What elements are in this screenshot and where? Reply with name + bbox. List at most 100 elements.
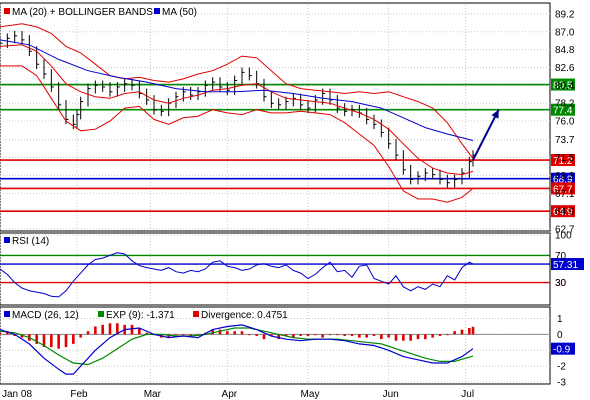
divergence-bar [358, 334, 361, 338]
rsi-value-label: 57.31 [553, 260, 578, 271]
divergence-bar [431, 334, 434, 338]
rsi-line [0, 252, 474, 298]
rsi-y-tick-label: 30 [555, 278, 567, 289]
legend-swatch-ma20 [4, 8, 10, 14]
price-y-tick-label: 67.1 [555, 189, 575, 200]
price-y-tick-label: 64.9 [555, 207, 575, 218]
support-resistance-lines: 80.5 77.4 71.2 68.967.7 64.9 57.31 30 [0, 78, 584, 335]
macd-panel [0, 306, 551, 385]
price-level-label: 77.4 [553, 106, 573, 117]
divergence-bar [182, 334, 185, 336]
ma20-line [0, 44, 474, 176]
divergence-bar [365, 334, 368, 338]
divergence-bar [233, 331, 236, 335]
legend-label-ma50: MA (50) [162, 7, 197, 18]
price-y-tick-label: 82.6 [555, 63, 575, 74]
divergence-bar [0, 332, 2, 335]
price-y-tick-label: 69.3 [555, 171, 575, 182]
price-level-tag [551, 103, 575, 116]
x-tick-label: May [301, 389, 320, 400]
divergence-bar [270, 334, 273, 336]
macd-y-tick-label: 0 [557, 330, 563, 341]
divergence-bar [79, 334, 82, 338]
legend-swatch-ma50 [154, 8, 160, 14]
price-level-tag [551, 154, 575, 167]
divergence-bar [277, 334, 280, 340]
legend-label-macd: MACD (26, 12) [12, 310, 79, 321]
divergence-bar [108, 323, 112, 335]
series-lines [0, 23, 500, 375]
legend-swatch-rsi [4, 237, 10, 243]
rsi-legend: RSI (14) [4, 236, 49, 247]
price-panel [0, 2, 551, 232]
divergence-bar [101, 324, 104, 335]
price-level-tag [551, 205, 575, 218]
divergence-bar [446, 334, 449, 336]
divergence-bar [167, 334, 170, 338]
price-y-tick-label: 89.2 [555, 9, 575, 20]
divergence-bar [409, 334, 412, 341]
macd-y-tick-label: -2 [557, 362, 566, 373]
rsi-level-label: 30 [555, 278, 567, 289]
divergence-bar [13, 334, 16, 336]
divergence-bar [130, 324, 134, 335]
rsi-value-tag [551, 258, 584, 271]
divergence-bar [248, 334, 251, 336]
x-tick-label: Jul [461, 389, 474, 400]
divergence-bar [453, 331, 456, 335]
rsi-y-tick-label: 70 [555, 251, 567, 262]
price-y-tick-label: 84.8 [555, 45, 575, 56]
divergence-bar [116, 323, 119, 335]
divergence-bar [321, 334, 324, 338]
price-level-label: 80.5 [553, 81, 573, 92]
divergence-bar [138, 328, 141, 335]
macd-signal-line [0, 327, 474, 366]
legend-swatch-signal [98, 311, 104, 317]
divergence-bar [255, 334, 258, 336]
price-y-tick-label: 78.2 [555, 99, 575, 110]
divergence-bar [372, 334, 376, 336]
price-level-tag [551, 182, 575, 195]
price-y-tick-label: 87.0 [555, 27, 575, 38]
projection-arrow-shaft [472, 109, 500, 161]
divergence-bar [211, 329, 214, 335]
legend-label-ma20: MA (20) + BOLLINGER BANDS [12, 7, 153, 18]
rsi-y-tick-label: 100 [555, 231, 572, 242]
rsi-panel [0, 232, 551, 306]
divergence-bar [394, 334, 398, 341]
divergence-bar [42, 334, 46, 348]
axis-labels: Jan 08 Feb Mar Apr May Jun Jul 89.2 87.0 84.8 82.6… [2, 9, 575, 400]
bollinger-lower-line [0, 65, 474, 203]
price-level-label: 71.2 [553, 156, 573, 167]
macd-value-tag [551, 342, 575, 355]
macd-legend: MACD (26, 12) EXP (9): -1.371 Divergence… [4, 310, 288, 321]
price-level-label: 64.9 [553, 207, 573, 218]
x-tick-label: Jun [383, 389, 399, 400]
divergence-bar [6, 331, 9, 335]
divergence-bar [350, 334, 354, 336]
divergence-bar [189, 334, 192, 336]
projection-arrow-head [491, 109, 499, 119]
divergence-bar [416, 334, 420, 340]
divergence-bar [314, 334, 317, 336]
ma50-line [0, 39, 474, 141]
legend-label-divergence: Divergence: 0.4751 [201, 310, 288, 321]
divergence-bar [471, 326, 475, 335]
price-y-tick-label: 73.7 [555, 135, 575, 146]
price-level-tag [551, 172, 575, 185]
divergence-bar [226, 331, 229, 335]
price-y-tick-label: 71.5 [555, 153, 575, 164]
divergence-bar [402, 334, 405, 341]
divergence-bar [387, 334, 390, 338]
divergence-bar [328, 334, 332, 336]
price-legend: MA (20) + BOLLINGER BANDS MA (50) [4, 7, 197, 18]
divergence-bar [174, 334, 178, 336]
divergence-bar [336, 334, 339, 336]
divergence-bar [438, 334, 442, 336]
macd-y-tick-label: 1 [557, 314, 563, 325]
divergence-bar [380, 334, 383, 340]
divergence-bar [218, 329, 222, 335]
divergence-bar [306, 334, 310, 336]
grid-lines [0, 5, 550, 383]
